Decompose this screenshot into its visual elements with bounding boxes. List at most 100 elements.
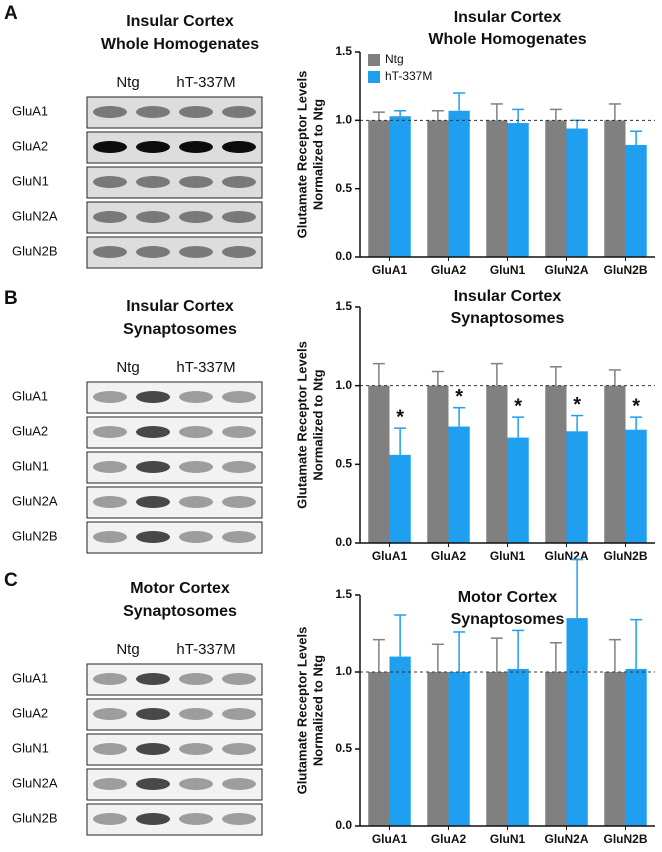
blot-title: Synaptosomes <box>123 603 237 620</box>
bar <box>448 110 470 258</box>
bar <box>625 144 647 257</box>
blot-band <box>93 176 127 188</box>
blot-box <box>86 698 263 731</box>
blot-band <box>136 176 170 188</box>
blot-box <box>86 663 263 696</box>
x-tick-label: GluN2A <box>544 549 588 563</box>
y-tick-label: 1.5 <box>335 299 352 313</box>
blot-band <box>222 176 256 188</box>
group-label: Ntg <box>116 641 139 658</box>
blot-row-label: GluN2A <box>12 775 58 790</box>
blot-row-label: GluN1 <box>12 458 49 473</box>
bar <box>486 120 508 257</box>
group-label: Ntg <box>116 74 139 91</box>
blot-row-label: GluA2 <box>12 423 48 438</box>
blot-row-label: GluN1 <box>12 173 49 188</box>
bar <box>566 618 588 826</box>
x-tick-label: GluA1 <box>372 832 408 846</box>
y-tick-label: 0.5 <box>335 741 352 755</box>
blot-row-label: GluN2B <box>12 528 58 543</box>
blot-box <box>86 381 263 414</box>
blot-band <box>93 461 127 473</box>
panel-letter: B <box>4 288 18 309</box>
blot-band <box>179 778 213 790</box>
blot-band <box>179 211 213 223</box>
x-tick-label: GluA2 <box>431 263 467 277</box>
blot-band <box>179 141 213 153</box>
bar <box>545 120 567 257</box>
x-tick-label: GluA2 <box>431 549 467 563</box>
blot-row-label: GluA2 <box>12 705 48 720</box>
blot-band <box>136 391 170 403</box>
blot-band <box>179 673 213 685</box>
blot-band <box>136 531 170 543</box>
blot-row-label: GluN1 <box>12 740 49 755</box>
blot-row-label: GluN2B <box>12 243 58 258</box>
blot-box <box>86 166 263 199</box>
blot-band <box>179 391 213 403</box>
chart-title: Motor Cortex <box>458 589 558 606</box>
bar <box>625 668 647 826</box>
x-tick-label: GluN2B <box>603 549 647 563</box>
group-label: Ntg <box>116 359 139 376</box>
significance-mark: * <box>396 406 404 428</box>
x-tick-label: GluN1 <box>490 263 526 277</box>
blot-band <box>136 106 170 118</box>
blot-band <box>136 778 170 790</box>
group-label: hT-337M <box>176 359 235 376</box>
blot-band <box>93 708 127 720</box>
blot-row-label: GluA1 <box>12 388 48 403</box>
x-tick-label: GluA2 <box>431 832 467 846</box>
blot-band <box>136 813 170 825</box>
blot-band <box>222 743 256 755</box>
blot-band <box>222 211 256 223</box>
blot-band <box>93 106 127 118</box>
blot-box <box>86 96 263 129</box>
legend-label: hT-337M <box>385 69 432 83</box>
group-label: hT-337M <box>176 641 235 658</box>
legend-swatch <box>368 54 380 66</box>
blot-title: Whole Homogenates <box>101 36 259 53</box>
blot-band <box>222 496 256 508</box>
blot-title: Insular Cortex <box>126 13 234 30</box>
blot-band <box>179 461 213 473</box>
blot-band <box>179 743 213 755</box>
blot-band <box>179 813 213 825</box>
blot-band <box>222 426 256 438</box>
blot-row-label: GluN2B <box>12 810 58 825</box>
blot-row-label: GluA1 <box>12 670 48 685</box>
bar <box>486 672 508 826</box>
chart-title: Synaptosomes <box>451 310 565 327</box>
bar <box>389 116 411 257</box>
y-tick-label: 0.0 <box>335 535 352 549</box>
y-axis-label: Normalized to Ntg <box>310 369 325 480</box>
legend-label: Ntg <box>385 52 404 66</box>
chart-title: Insular Cortex <box>454 288 562 305</box>
x-tick-label: GluN2A <box>544 263 588 277</box>
blot-row-label: GluN2A <box>12 208 58 223</box>
y-axis-label: Normalized to Ntg <box>310 655 325 766</box>
x-tick-label: GluA1 <box>372 263 408 277</box>
bar <box>545 385 567 543</box>
blot-band <box>136 246 170 258</box>
blot-band <box>93 778 127 790</box>
bar <box>368 385 390 543</box>
chart-title: Insular Cortex <box>454 9 562 26</box>
blot-band <box>222 246 256 258</box>
y-tick-label: 0.5 <box>335 457 352 471</box>
blot-band <box>136 426 170 438</box>
blot-box <box>86 803 263 836</box>
x-tick-label: GluN2B <box>603 832 647 846</box>
blot-band <box>222 141 256 153</box>
bar <box>389 656 411 826</box>
bar <box>448 426 470 543</box>
blot-band <box>136 496 170 508</box>
blot-box <box>86 733 263 766</box>
blot-box <box>86 486 263 519</box>
significance-mark: * <box>455 386 463 408</box>
blot-row-label: GluA1 <box>12 103 48 118</box>
blot-band <box>93 496 127 508</box>
blot-band <box>93 426 127 438</box>
blot-band <box>179 531 213 543</box>
y-tick-label: 0.5 <box>335 181 352 195</box>
